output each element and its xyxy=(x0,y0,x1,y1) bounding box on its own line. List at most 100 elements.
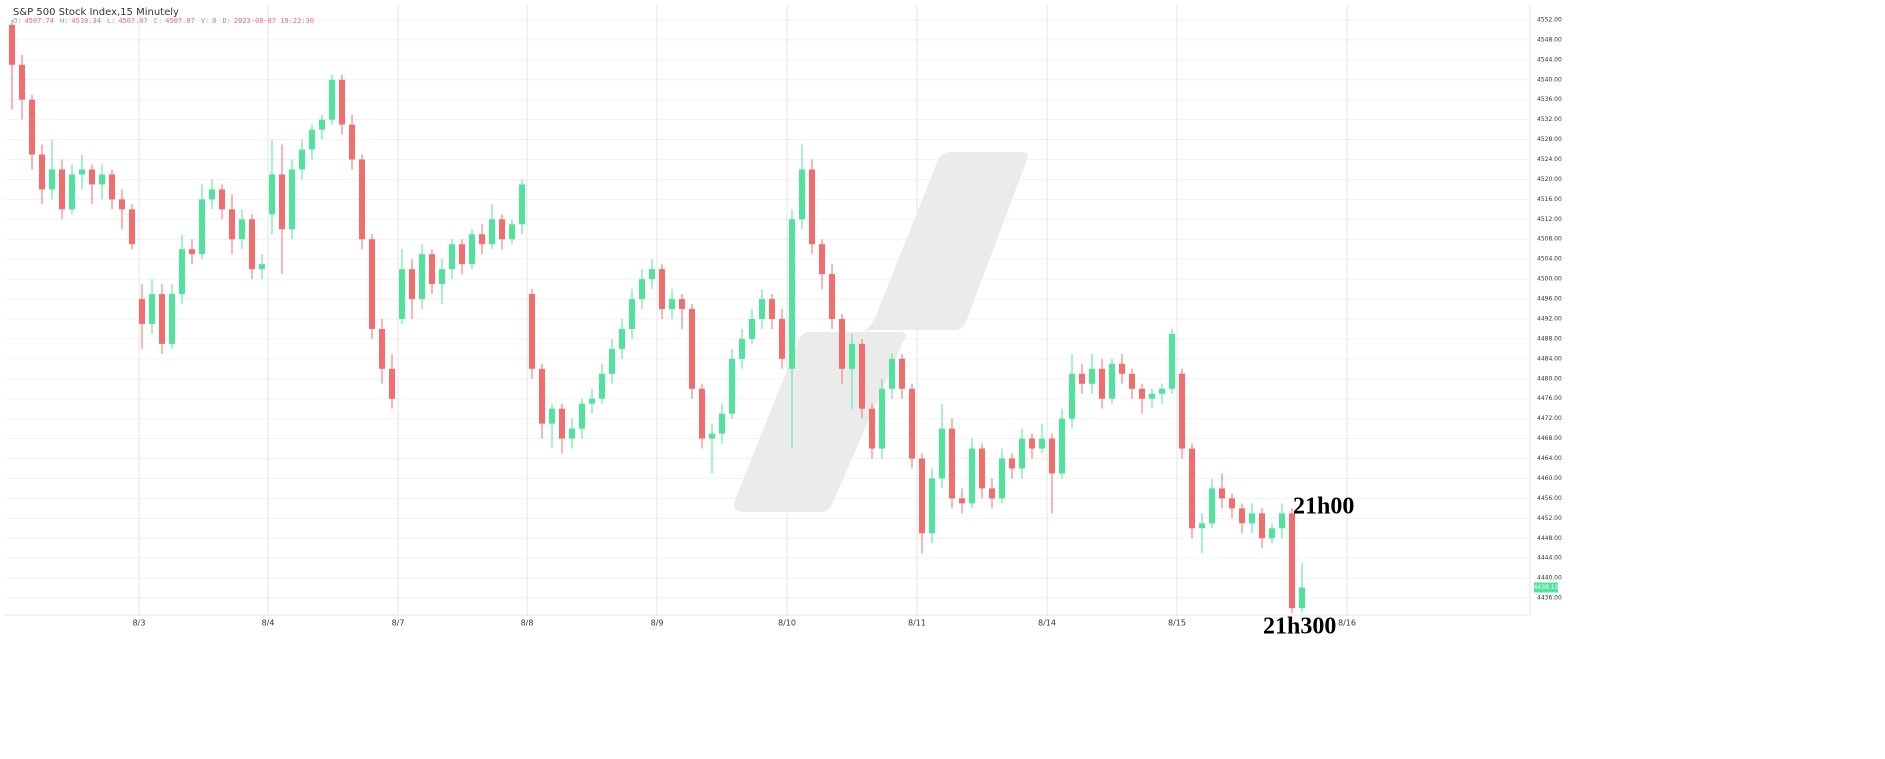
candle-body xyxy=(1089,368,1095,384)
candle-body xyxy=(1059,418,1065,474)
candle-body xyxy=(439,269,445,285)
candle-body xyxy=(1269,528,1275,539)
candle-body xyxy=(809,169,815,245)
candle-body xyxy=(99,174,105,185)
candle-body xyxy=(1259,513,1265,539)
candle-body xyxy=(409,269,415,300)
candle-body xyxy=(339,79,345,125)
candle-body xyxy=(429,254,435,285)
candle-body xyxy=(559,408,565,439)
candle-body xyxy=(529,294,535,369)
candle-body xyxy=(709,433,715,439)
candle-body xyxy=(199,199,205,255)
candle-body xyxy=(1239,508,1245,524)
candle-body xyxy=(589,398,595,404)
candle-body xyxy=(969,448,975,504)
y-tick-label: 4448.00 xyxy=(1537,535,1562,542)
candle-body xyxy=(1219,488,1225,499)
candle-body xyxy=(1119,363,1125,374)
annotation: 21h00 xyxy=(1293,494,1354,520)
x-tick-label: 8/10 xyxy=(778,619,796,628)
header-value: 2023-08-07 19:22:30 xyxy=(234,17,314,25)
candle-body xyxy=(9,24,15,65)
annotation: 21h300 xyxy=(1263,614,1336,640)
x-tick-label: 8/11 xyxy=(908,619,926,628)
candle-body xyxy=(1079,373,1085,384)
candle-body xyxy=(729,358,735,414)
candle-body xyxy=(669,299,675,310)
candle-body xyxy=(469,234,475,265)
header-label: V: xyxy=(201,17,209,25)
candle-body xyxy=(209,189,215,200)
candle-body xyxy=(419,254,425,300)
y-tick-label: 4540.00 xyxy=(1537,76,1562,83)
candle-body xyxy=(929,478,935,534)
y-tick-label: 4484.00 xyxy=(1537,355,1562,362)
candle-body xyxy=(1189,448,1195,529)
x-tick-label: 8/15 xyxy=(1168,619,1186,628)
candle-body xyxy=(159,294,165,344)
candle-body xyxy=(229,209,235,240)
candle-body xyxy=(369,239,375,329)
y-tick-label: 4552.00 xyxy=(1537,16,1562,23)
candle-body xyxy=(939,428,945,479)
candle-body xyxy=(1249,513,1255,524)
candle-body xyxy=(859,343,865,409)
candle-body xyxy=(1169,333,1175,389)
candle-body xyxy=(1049,438,1055,474)
candle-body xyxy=(869,408,875,449)
candle-body xyxy=(169,294,175,344)
candle-body xyxy=(649,269,655,280)
y-tick-label: 4452.00 xyxy=(1537,515,1562,522)
candle-body xyxy=(799,169,805,220)
y-tick-label: 4460.00 xyxy=(1537,475,1562,482)
annotations: 21h00 21h300 xyxy=(1263,494,1354,640)
header-label: L: xyxy=(107,17,115,25)
candle-body xyxy=(1099,368,1105,399)
x-tick-label: 8/8 xyxy=(521,619,534,628)
candle-body xyxy=(989,488,995,499)
candle-body xyxy=(249,219,255,270)
candle-body xyxy=(279,174,285,230)
candle-body xyxy=(549,408,555,424)
y-tick-label: 4496.00 xyxy=(1537,296,1562,303)
candle-body xyxy=(1039,438,1045,449)
y-tick-label: 4524.00 xyxy=(1537,156,1562,163)
candle-body xyxy=(579,403,585,429)
candle-body xyxy=(759,299,765,319)
candle-body xyxy=(999,458,1005,499)
y-tick-label: 4476.00 xyxy=(1537,395,1562,402)
candle-body xyxy=(309,129,315,150)
x-tick-label: 8/7 xyxy=(392,619,405,628)
candle-body xyxy=(569,428,575,439)
candle-body xyxy=(449,244,455,270)
candle-body xyxy=(699,388,705,439)
candle-body xyxy=(1109,363,1115,399)
y-tick-label: 4528.00 xyxy=(1537,136,1562,143)
candle-body xyxy=(519,184,525,225)
candle-body xyxy=(1069,373,1075,419)
candle-body xyxy=(679,299,685,310)
candle-body xyxy=(49,169,55,190)
y-tick-label: 4520.00 xyxy=(1537,176,1562,183)
header-label: O: xyxy=(13,17,21,25)
y-tick-label: 4488.00 xyxy=(1537,335,1562,342)
candle-body xyxy=(1179,373,1185,449)
candles xyxy=(9,19,1305,614)
candle-body xyxy=(479,234,485,245)
grid-layer xyxy=(5,5,1530,615)
last-price-label: 4438.12 xyxy=(1534,584,1559,591)
candle-body xyxy=(329,79,335,120)
candle-body xyxy=(839,318,845,369)
header-value: 4507.87 xyxy=(165,17,195,25)
candle-body xyxy=(609,348,615,374)
candle-body xyxy=(349,124,355,160)
candle-body xyxy=(399,269,405,319)
candle-body xyxy=(139,299,145,324)
x-tick-label: 8/16 xyxy=(1338,619,1356,628)
candle-body xyxy=(269,174,275,215)
y-tick-label: 4492.00 xyxy=(1537,315,1562,322)
candle-body xyxy=(459,244,465,265)
y-tick-label: 4444.00 xyxy=(1537,555,1562,562)
